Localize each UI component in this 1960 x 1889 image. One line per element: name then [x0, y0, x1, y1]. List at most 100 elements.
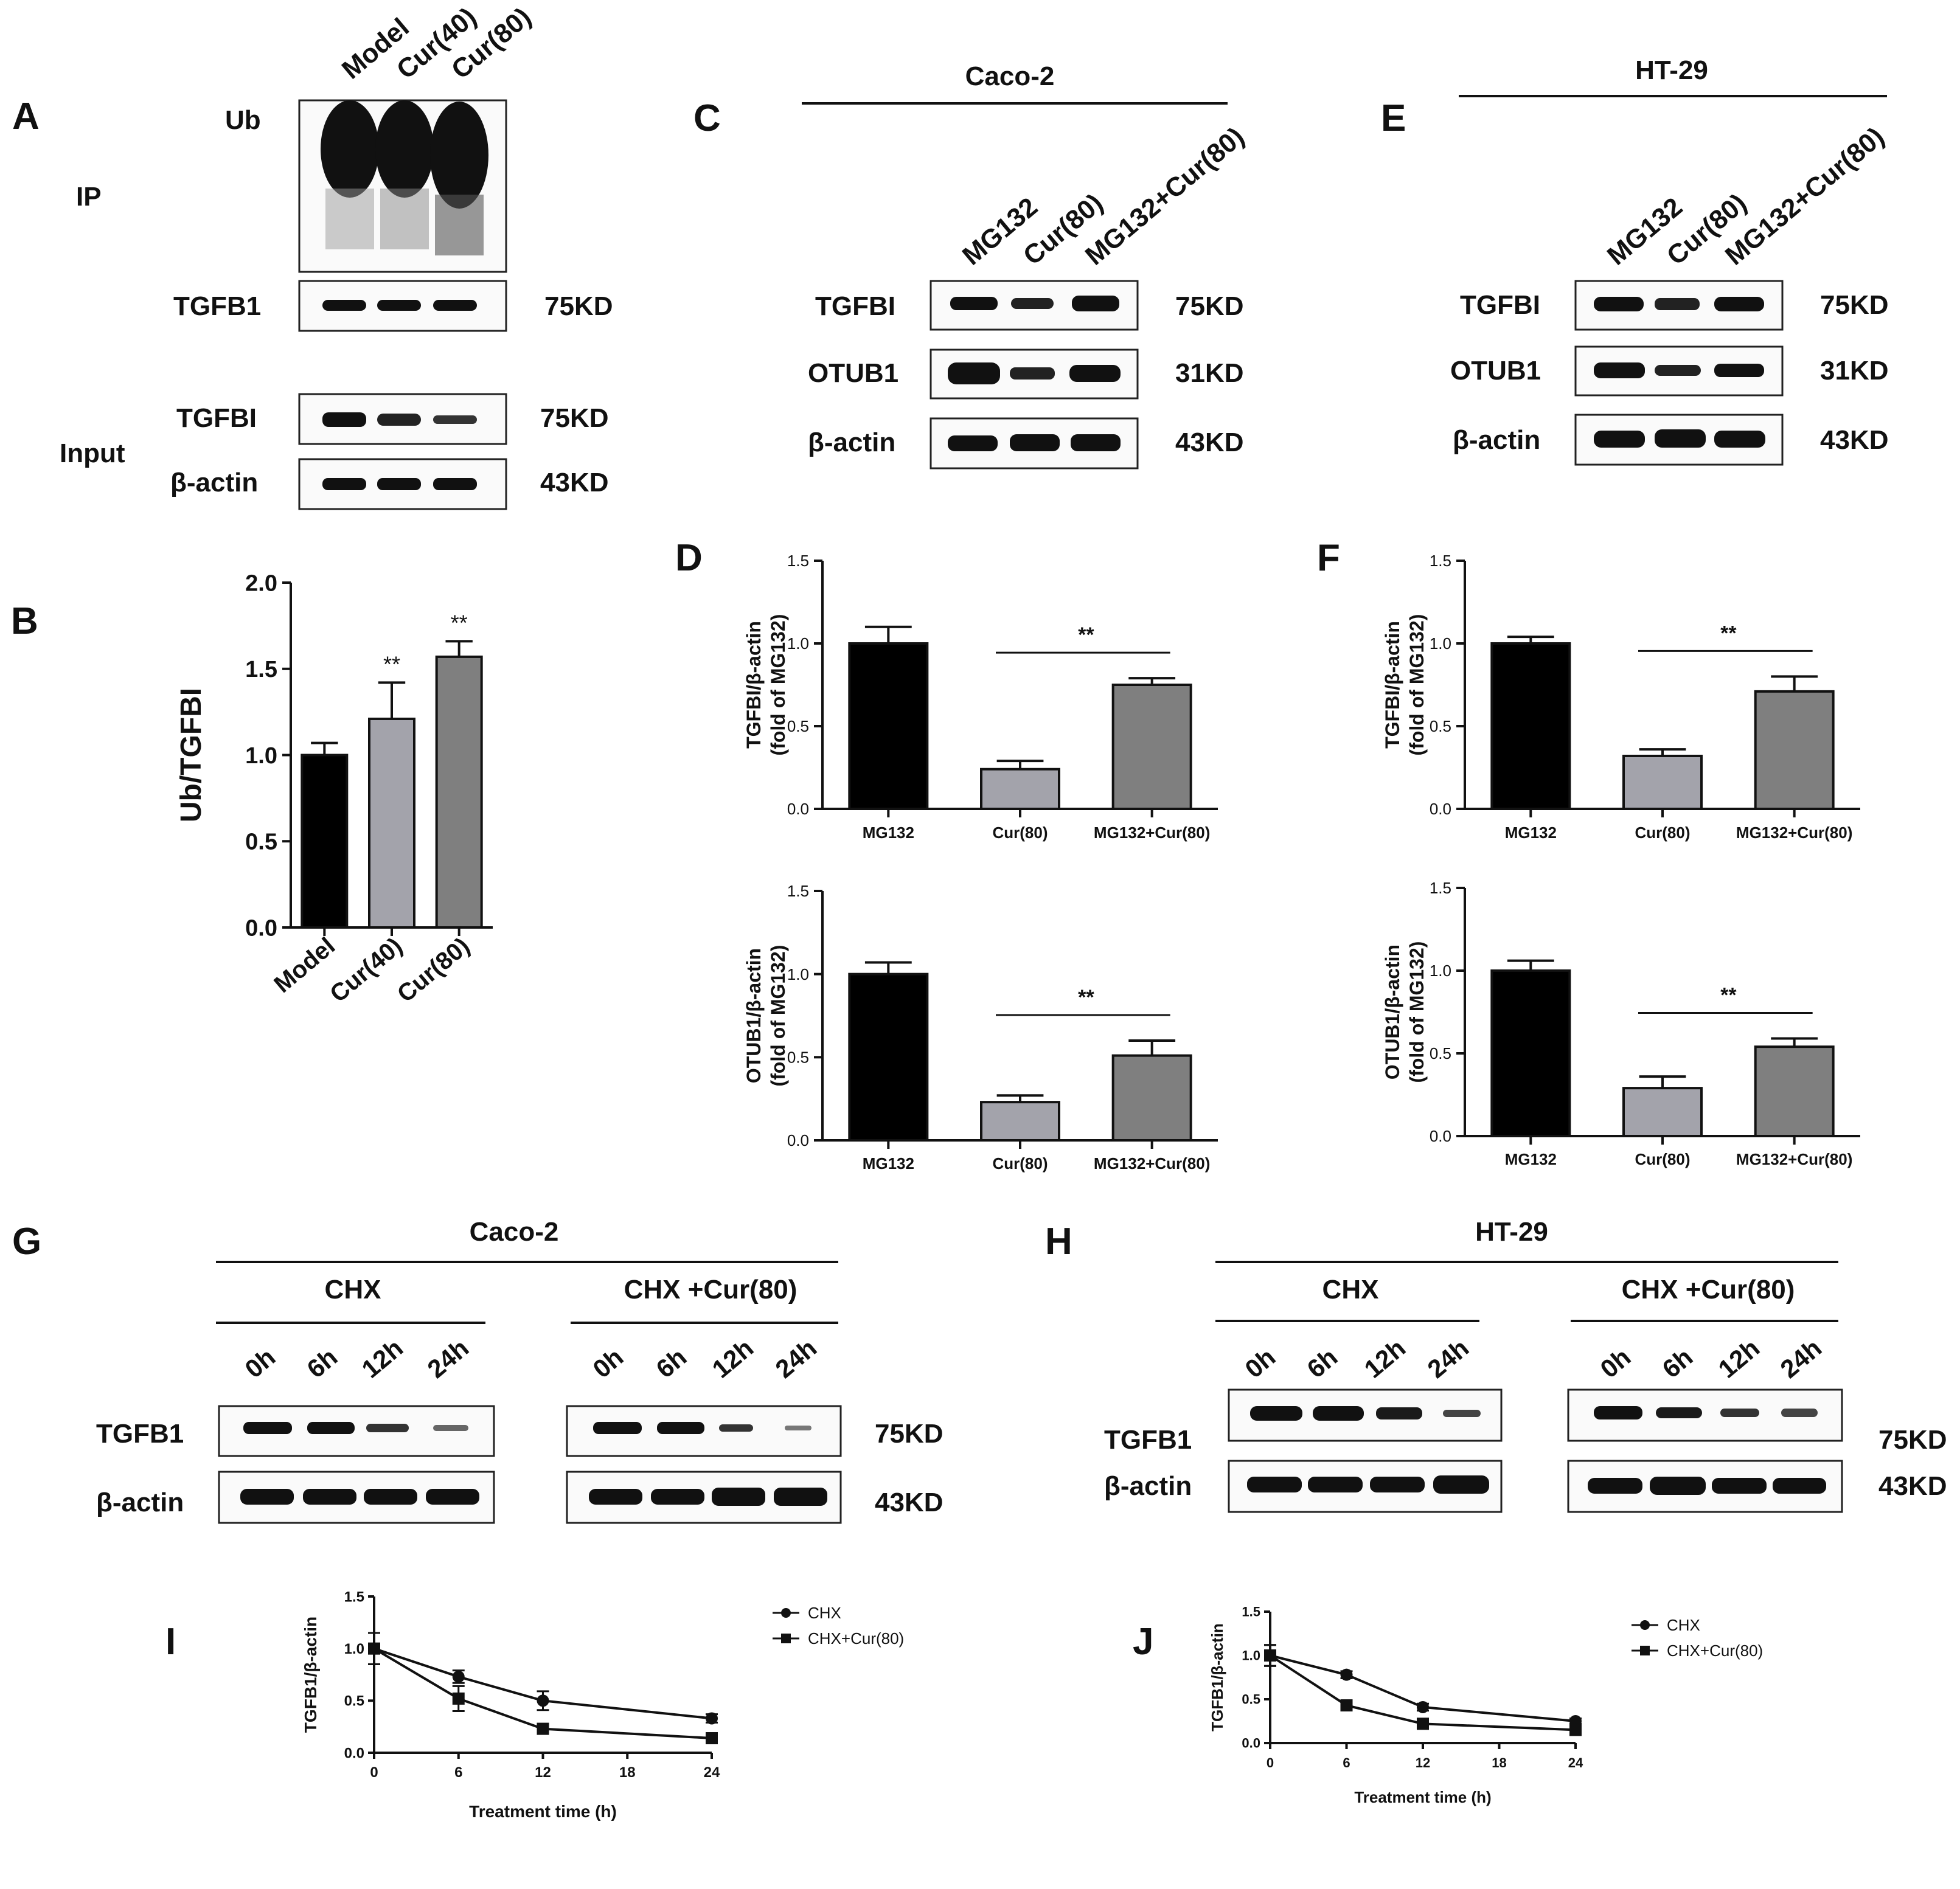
y-tick-label: 2.0 [245, 570, 277, 596]
blot-band [1376, 1407, 1422, 1419]
kd-label: 75KD [540, 403, 609, 433]
time-label: 12h [1359, 1333, 1411, 1384]
bar [1111, 1054, 1192, 1142]
blot-band [1247, 1477, 1302, 1492]
x-axis-label: Treatment time (h) [1354, 1788, 1491, 1806]
series-line-chx-cur [1269, 1654, 1576, 1731]
row-label: TGFB1 [96, 1419, 184, 1449]
panel-g: Caco-2 CHX CHX +Cur(80) 0h 6h 12h 24h 0h… [96, 1217, 944, 1524]
y-axis-label: OTUB1/β-actin [743, 948, 765, 1083]
significance-mark: ** [1720, 622, 1737, 645]
panel-a-row-label: Ub [225, 105, 261, 135]
group-label: CHX +Cur(80) [1622, 1275, 1795, 1305]
blot-band [303, 1489, 356, 1505]
time-label: 6h [302, 1342, 343, 1384]
blot-smear [430, 102, 488, 209]
x-tick-label: MG132+Cur(80) [1736, 1150, 1852, 1168]
significance-mark: ** [1720, 984, 1737, 1007]
blot-band [433, 415, 477, 424]
y-tick-label: 0.5 [787, 717, 809, 735]
time-label: 0h [240, 1342, 281, 1384]
panel-d-letter: D [675, 537, 703, 579]
data-point-square [1569, 1724, 1582, 1736]
y-axis-label: Ub/TGFBI [175, 688, 207, 822]
time-label: 24h [770, 1333, 822, 1384]
row-label: β-actin [96, 1488, 184, 1517]
significance-mark: ** [383, 651, 400, 676]
bar [1754, 690, 1835, 810]
series-line-chx [374, 1647, 712, 1720]
blot-band [1655, 365, 1701, 376]
panel-a-row-label: TGFBI [176, 403, 257, 433]
blot-band [322, 300, 366, 311]
blot-band [426, 1489, 479, 1505]
blot-band [712, 1488, 765, 1506]
x-tick-label: 12 [535, 1764, 551, 1781]
x-tick-label: 18 [1492, 1755, 1506, 1770]
time-label: 12h [356, 1333, 409, 1384]
x-tick-label: 6 [1343, 1755, 1350, 1770]
x-tick-label: 24 [1568, 1755, 1583, 1770]
data-point-circle [537, 1694, 549, 1707]
bar [848, 972, 929, 1142]
y-tick-label: 1.5 [787, 552, 809, 570]
time-label: 24h [422, 1333, 474, 1384]
time-label: 6h [1302, 1342, 1343, 1384]
kd-label: 31KD [1820, 356, 1889, 386]
y-axis-label: (fold of MG132) [1406, 614, 1428, 756]
blot-band [948, 362, 1000, 384]
blot-band [1010, 367, 1055, 380]
y-axis-label: OTUB1/β-actin [1381, 944, 1403, 1080]
significance-mark: ** [1078, 986, 1094, 1009]
panel-c-row-label: OTUB1 [808, 358, 898, 388]
y-tick-label: 0.0 [1430, 1127, 1451, 1145]
blot-smear [321, 100, 379, 198]
blot-smear [435, 195, 484, 255]
blot-band [1594, 431, 1645, 448]
cell-line-label: Caco-2 [965, 61, 1055, 91]
y-tick-label: 0.0 [787, 800, 809, 818]
y-tick-label: 1.5 [344, 1589, 364, 1605]
x-tick-label: Cur(80) [392, 932, 475, 1008]
blot-band [377, 478, 421, 490]
y-tick-label: 0.5 [1430, 717, 1451, 735]
blot-band [950, 297, 998, 310]
data-point-square [1417, 1717, 1429, 1730]
x-tick-label: Cur(80) [1635, 823, 1690, 842]
blot-band [785, 1426, 811, 1430]
x-tick-label: 12 [1416, 1755, 1430, 1770]
y-tick-label: 1.5 [1430, 552, 1451, 570]
x-tick-label: MG132 [1505, 823, 1557, 842]
y-tick-label: 1.5 [1430, 879, 1451, 897]
blot-band [433, 1425, 468, 1431]
blot-band [1308, 1477, 1363, 1492]
y-axis-label: TGFB1/β-actin [1208, 1623, 1226, 1731]
panel-c-row-label: TGFBI [815, 291, 895, 321]
bar [1490, 969, 1571, 1137]
legend-marker [781, 1608, 791, 1618]
panel-c-letter: C [693, 97, 721, 139]
chart-f-otub1: 0.0 0.5 1.0 1.5 OTUB1/β-actin (fold of MG132)… [1381, 879, 1860, 1168]
y-tick-label: 1.5 [1242, 1604, 1260, 1620]
y-tick-label: 0.0 [344, 1745, 364, 1761]
blot-band [651, 1489, 704, 1505]
bar [1622, 1087, 1703, 1137]
y-tick-label: 0.5 [1242, 1692, 1260, 1707]
panel-e-row-label: β-actin [1453, 425, 1540, 455]
ip-label: IP [76, 182, 102, 212]
y-tick-label: 0.5 [245, 830, 277, 855]
chart-d-otub1: 0.0 0.5 1.0 1.5 OTUB1/β-actin (fold of MG132)… [743, 882, 1218, 1173]
time-label: 12h [707, 1333, 759, 1384]
data-point-circle [706, 1712, 718, 1725]
data-point-square [1264, 1649, 1276, 1662]
chart-b: 0.00.51.01.52.0Ub/TGFBIModelCur(40)**Cur… [175, 570, 493, 1008]
x-tick-label: 24 [704, 1764, 720, 1781]
panel-a-row-label: TGFB1 [173, 291, 261, 321]
significance-mark: ** [451, 610, 468, 635]
chart-i: 0.0 0.5 1.0 1.5 0 6 12 18 24 Treatment time (h) TG… [301, 1589, 904, 1821]
legend-label: CHX+Cur(80) [1667, 1641, 1763, 1660]
panel-e-letter: E [1381, 97, 1406, 139]
blot-band [1072, 296, 1119, 311]
group-label: CHX [1322, 1275, 1379, 1305]
blot-band [433, 478, 477, 490]
